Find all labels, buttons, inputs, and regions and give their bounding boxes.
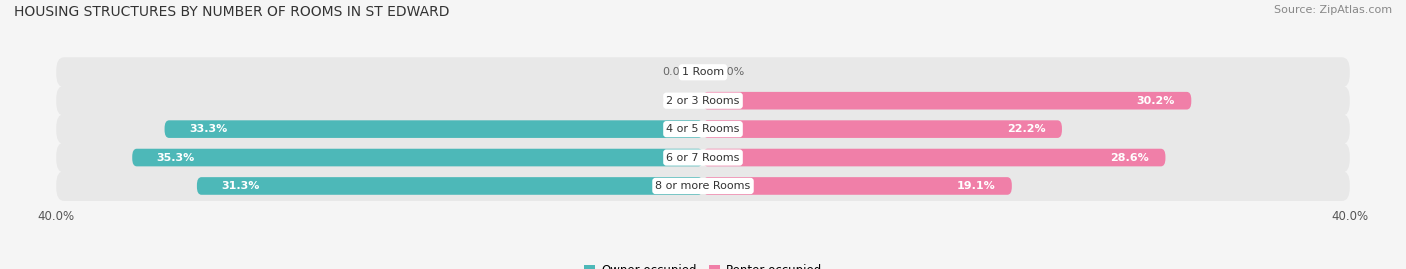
Text: 0.0%: 0.0%: [716, 67, 744, 77]
Text: 0.0%: 0.0%: [662, 67, 690, 77]
Text: 2 or 3 Rooms: 2 or 3 Rooms: [666, 96, 740, 106]
FancyBboxPatch shape: [56, 143, 1350, 172]
FancyBboxPatch shape: [197, 177, 703, 195]
Text: Source: ZipAtlas.com: Source: ZipAtlas.com: [1274, 5, 1392, 15]
FancyBboxPatch shape: [703, 177, 1012, 195]
Text: 33.3%: 33.3%: [188, 124, 228, 134]
Text: HOUSING STRUCTURES BY NUMBER OF ROOMS IN ST EDWARD: HOUSING STRUCTURES BY NUMBER OF ROOMS IN…: [14, 5, 450, 19]
FancyBboxPatch shape: [56, 171, 1350, 201]
Text: 4 or 5 Rooms: 4 or 5 Rooms: [666, 124, 740, 134]
Text: 31.3%: 31.3%: [221, 181, 260, 191]
Text: 35.3%: 35.3%: [156, 153, 195, 162]
FancyBboxPatch shape: [56, 57, 1350, 87]
Text: 28.6%: 28.6%: [1111, 153, 1149, 162]
Legend: Owner-occupied, Renter-occupied: Owner-occupied, Renter-occupied: [583, 264, 823, 269]
FancyBboxPatch shape: [56, 86, 1350, 116]
Text: 0.0%: 0.0%: [662, 96, 690, 106]
FancyBboxPatch shape: [165, 120, 703, 138]
Text: 30.2%: 30.2%: [1137, 96, 1175, 106]
FancyBboxPatch shape: [703, 120, 1062, 138]
FancyBboxPatch shape: [132, 149, 703, 166]
Text: 6 or 7 Rooms: 6 or 7 Rooms: [666, 153, 740, 162]
Text: 1 Room: 1 Room: [682, 67, 724, 77]
FancyBboxPatch shape: [56, 114, 1350, 144]
FancyBboxPatch shape: [703, 149, 1166, 166]
Text: 19.1%: 19.1%: [957, 181, 995, 191]
Text: 22.2%: 22.2%: [1007, 124, 1046, 134]
Text: 8 or more Rooms: 8 or more Rooms: [655, 181, 751, 191]
FancyBboxPatch shape: [703, 92, 1191, 109]
